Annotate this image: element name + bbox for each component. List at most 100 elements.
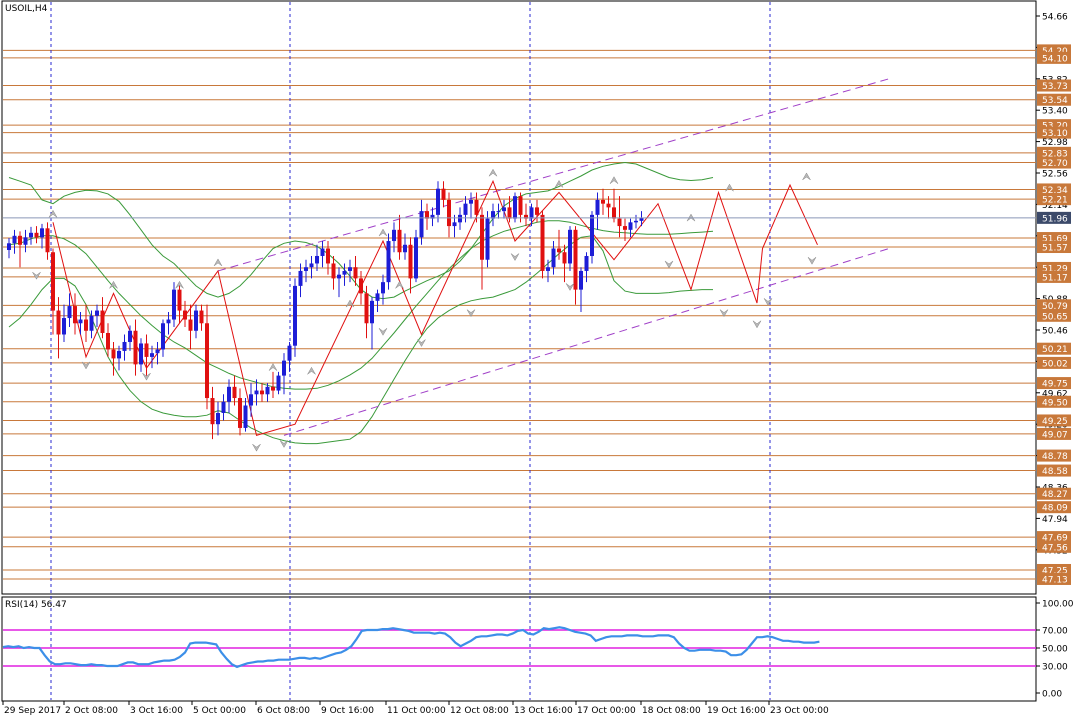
candle-body [573, 229, 578, 290]
candle-body [128, 330, 132, 342]
candle-body [381, 282, 385, 294]
time-label: 11 Oct 00:00 [387, 706, 446, 716]
level-label-bg [1037, 193, 1071, 206]
candle-body [546, 267, 550, 271]
candle-body [474, 199, 479, 215]
candle-body [491, 211, 495, 219]
level-label: 49.50 [1042, 398, 1068, 408]
level-label: 50.02 [1042, 359, 1068, 369]
time-label: 2 Oct 08:00 [65, 706, 118, 716]
candle-body [161, 323, 165, 350]
candle-body [271, 386, 275, 391]
candle-body [34, 232, 39, 238]
level-label: 48.27 [1042, 490, 1068, 500]
candle-body [425, 211, 429, 219]
rsi-tick-label: 100.00 [1042, 600, 1074, 610]
candle-body [139, 343, 143, 365]
fractal-down-arrow [81, 361, 91, 370]
level-label-bg [1037, 395, 1071, 408]
fractal-up-arrow [802, 172, 811, 181]
rsi-line-group [2, 626, 820, 669]
candles [7, 181, 644, 440]
fractal-up-arrow [378, 228, 388, 237]
candle-body [419, 211, 424, 238]
candle-body [337, 274, 341, 279]
candle-body [188, 319, 193, 331]
fractal-up-arrow [725, 183, 734, 192]
level-label-bg [1037, 427, 1071, 440]
fractal-up-arrow [345, 299, 355, 308]
candle-body [480, 214, 484, 260]
candle-body [7, 243, 11, 251]
level-label: 50.79 [1042, 302, 1068, 312]
candle-body [403, 244, 407, 253]
candle-body [430, 214, 435, 219]
level-label: 47.69 [1042, 534, 1068, 544]
fractal-down-arrow [719, 309, 729, 318]
candle-body [458, 214, 462, 223]
candle-body [298, 270, 303, 286]
candle-body [221, 401, 226, 413]
candle-body [617, 218, 622, 227]
level-label-bg [1037, 241, 1071, 254]
candle-body [210, 398, 215, 425]
level-label-bg [1037, 119, 1071, 132]
candle-body [535, 207, 539, 215]
level-label: 54.10 [1042, 54, 1068, 64]
time-label: 9 Oct 16:00 [321, 706, 374, 716]
fractal-up-arrow [268, 363, 278, 371]
candle-body [155, 349, 160, 354]
trend-channel [217, 78, 890, 436]
level-label: 52.21 [1042, 196, 1068, 206]
level-label-bg [1037, 93, 1071, 106]
level-label: 53.54 [1042, 96, 1068, 106]
level-label-bg [1037, 464, 1071, 477]
candle-body [315, 255, 319, 264]
level-label-bg [1037, 126, 1071, 139]
candle-body [67, 306, 72, 319]
candle-body [238, 398, 242, 428]
candle-body [408, 244, 413, 279]
candle-body [601, 199, 605, 204]
level-label-bg [1037, 270, 1071, 283]
candle-body [463, 203, 468, 215]
level-label: 48.09 [1042, 504, 1068, 514]
fractal-up-arrow [488, 168, 498, 177]
candle-body [293, 285, 297, 346]
level-label: 52.83 [1042, 149, 1068, 159]
level-label: 52.70 [1042, 159, 1068, 169]
fractal-up-arrow [554, 179, 564, 188]
candle-body [397, 229, 402, 253]
candle-body [199, 310, 204, 324]
level-label: 48.58 [1042, 467, 1068, 477]
rsi-tick-label: 0.00 [1042, 690, 1062, 700]
fractal-arrows [32, 168, 817, 452]
current-price-label: 51.96 [1042, 214, 1068, 224]
level-label-bg [1037, 309, 1071, 322]
candle-body [331, 263, 336, 279]
time-label: 12 Oct 08:00 [450, 706, 509, 716]
candle-body [551, 248, 556, 268]
candle-body [216, 412, 220, 425]
candle-body [529, 207, 534, 219]
fractal-up-arrow [213, 258, 223, 267]
candle-body [232, 386, 237, 399]
candle-body [452, 222, 457, 227]
candle-body [106, 332, 110, 350]
candle-body [133, 330, 138, 365]
candle-body [639, 217, 644, 221]
candle-body [23, 237, 28, 245]
candle-body [78, 319, 83, 324]
fractal-down-arrow [142, 372, 151, 381]
candle-body [18, 235, 22, 245]
channel-lower-line [283, 248, 890, 436]
level-label-bg [1037, 501, 1071, 514]
candle-body [414, 237, 418, 279]
candle-body [590, 214, 594, 256]
price-tick-label: 50.46 [1042, 327, 1068, 337]
candle-body [348, 267, 352, 271]
candle-body [45, 228, 50, 253]
price-tick-label: 52.56 [1042, 170, 1068, 180]
fractal-up-arrow [307, 366, 316, 375]
candle-body [177, 289, 182, 311]
